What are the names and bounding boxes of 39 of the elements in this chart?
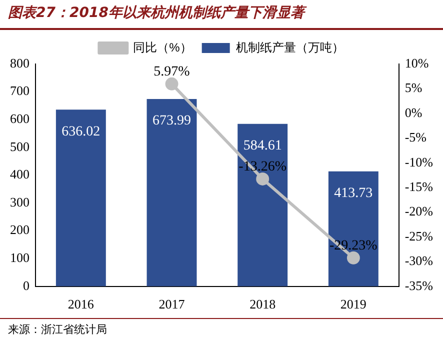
bar <box>146 99 197 286</box>
y-tick-label: 0 <box>23 278 30 293</box>
y2-tick-label: -10% <box>404 154 434 170</box>
bar <box>56 110 106 286</box>
x-tick-label: 2016 <box>68 296 94 312</box>
y2-tick-label: 5% <box>404 80 422 96</box>
x-tick-label: 2017 <box>158 296 186 312</box>
y2-tick-label: -5% <box>404 130 427 145</box>
y2-tick-label: 0% <box>404 104 422 120</box>
y2-tick-label: -30% <box>404 253 434 268</box>
x-tick-label: 2019 <box>340 296 366 312</box>
data-label: 5.97% <box>154 64 190 80</box>
data-label: 636.02 <box>62 124 100 140</box>
y-tick-label: 100 <box>10 250 30 266</box>
data-label: 413.73 <box>334 186 373 202</box>
point <box>346 251 360 264</box>
point <box>256 172 270 186</box>
y-tick-label: 700 <box>10 83 30 98</box>
y-tick-label: 400 <box>10 166 30 182</box>
y2-tick-label: -20% <box>404 204 434 219</box>
point <box>165 77 178 90</box>
y-tick-label: 600 <box>10 111 30 126</box>
y2-tick-label: -35% <box>404 278 434 293</box>
y-tick-label: 300 <box>10 194 30 210</box>
source-note: 来源：浙江省统计局 <box>8 322 107 337</box>
y-tick-label: 200 <box>10 222 30 238</box>
x-tick-label: 2018 <box>250 296 276 312</box>
data-label: 673.99 <box>152 114 192 129</box>
y2-tick-label: 10% <box>404 55 429 70</box>
y2-tick-label: -15% <box>404 178 434 194</box>
bar <box>328 171 378 286</box>
bar <box>238 124 288 286</box>
y-tick-label: 800 <box>10 55 30 70</box>
chart-title: 图表27：2018年以来杭州机制纸产量下滑显著 <box>8 4 304 22</box>
data-label: 584.61 <box>243 138 282 154</box>
y2-tick-label: -25% <box>404 228 434 244</box>
legend-label: 同比（%） <box>133 40 192 54</box>
y-tick-label: 500 <box>10 138 30 154</box>
legend-label: 机制纸产量（万吨） <box>236 40 344 54</box>
